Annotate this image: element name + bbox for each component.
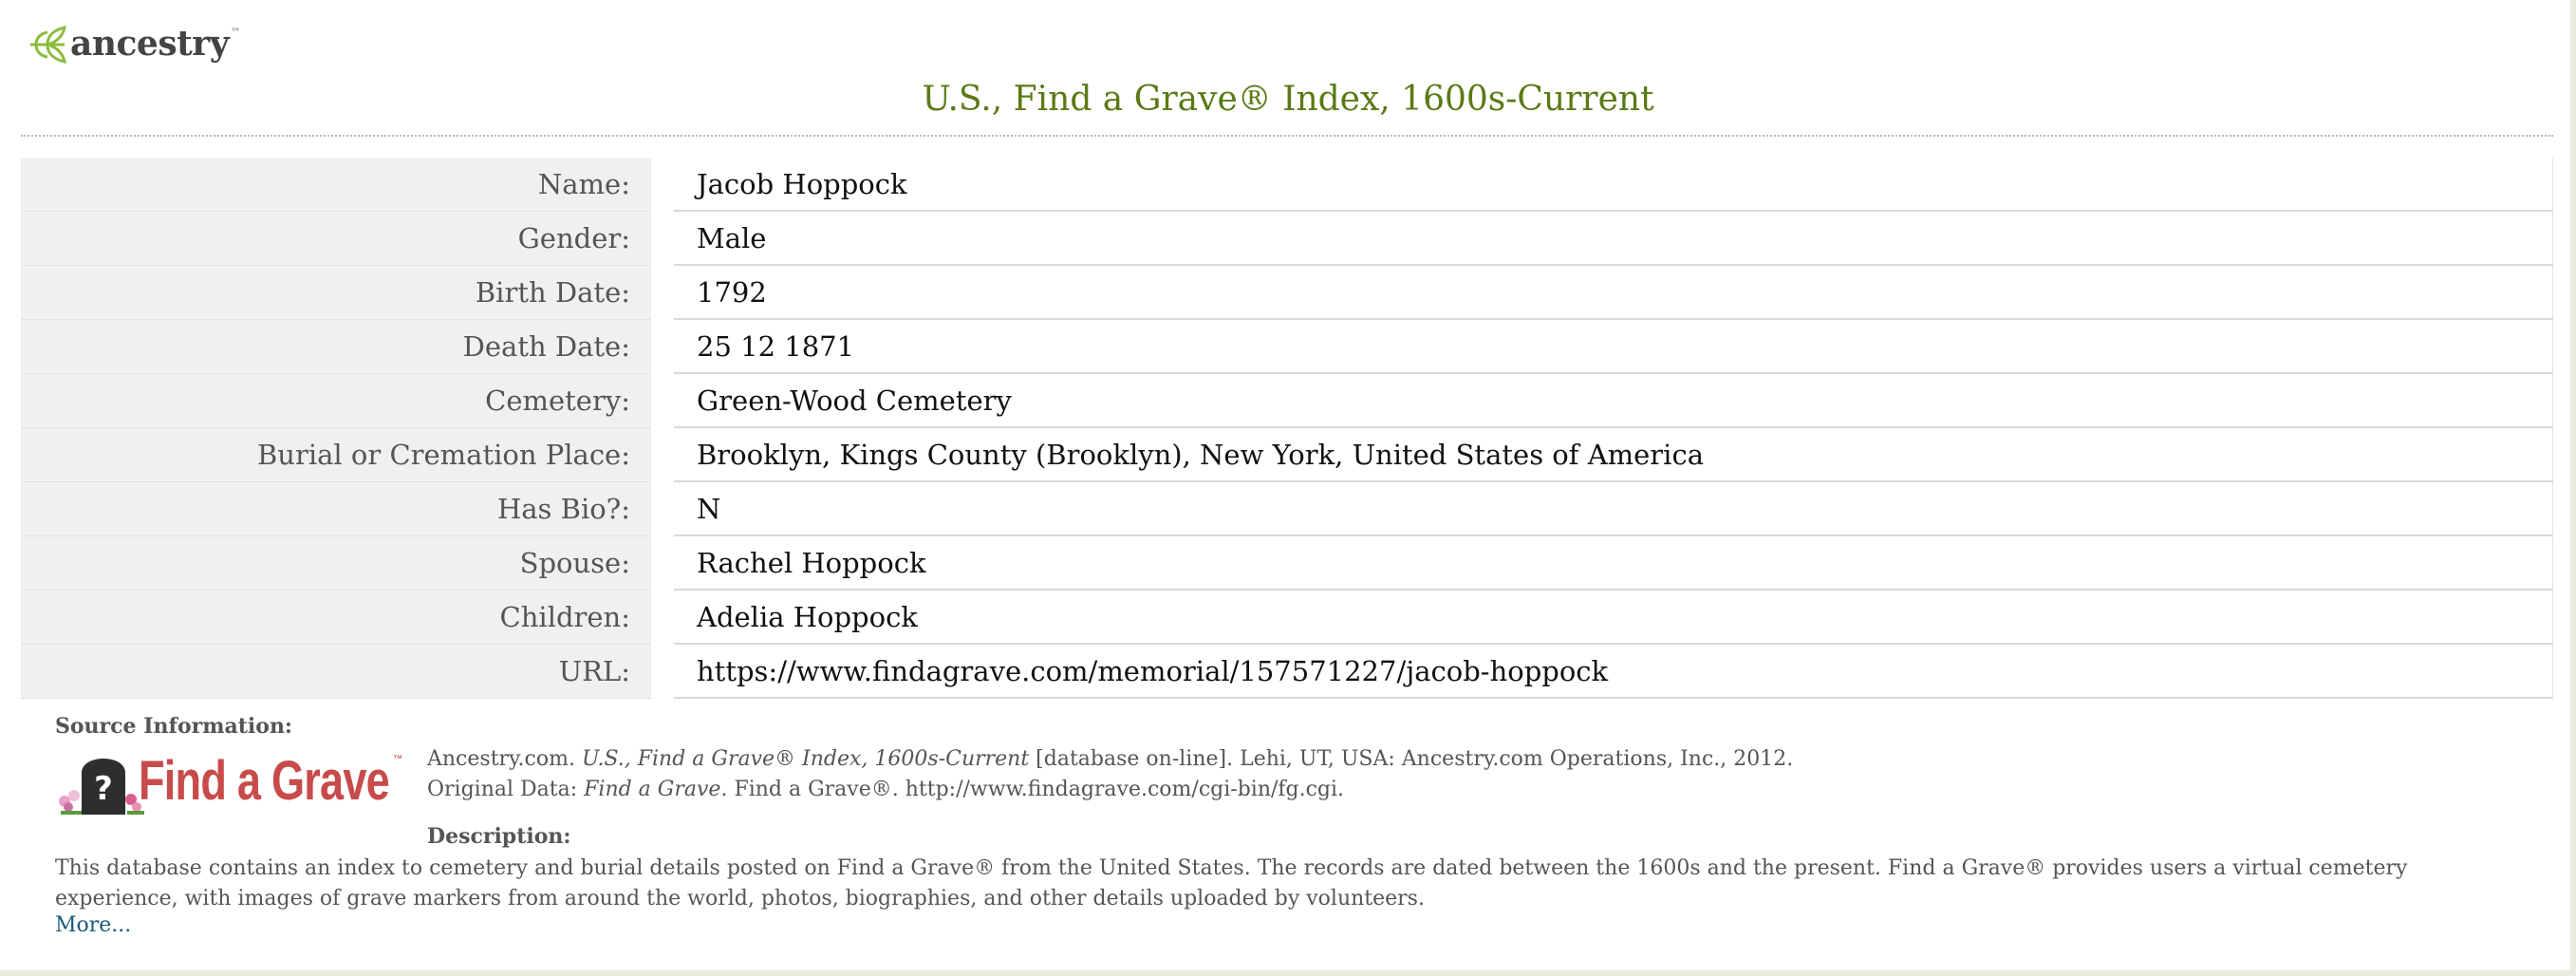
record-table: Name: Jacob Hoppock Gender: Male Birth Date:…: [21, 158, 2553, 699]
record-row: Has Bio?: N: [21, 481, 2553, 536]
original-suffix: . Find a Grave®. http://www.findagrave.c…: [720, 778, 1345, 801]
record-row: Birth Date: 1792: [21, 265, 2553, 320]
flowers-icon: [59, 790, 144, 815]
svg-text:?: ?: [94, 770, 113, 808]
record-row: Burial or Cremation Place: Brooklyn, King…: [21, 427, 2553, 482]
brand-name: ancestry: [70, 24, 230, 64]
record-label: Has Bio?:: [21, 481, 651, 536]
source-heading: Source Information:: [55, 714, 293, 739]
record-row: URL: https://www.findagrave.com/memorial/…: [21, 644, 2553, 699]
record-gap: [651, 319, 674, 373]
record-label: Children:: [21, 590, 651, 645]
page-title: U.S., Find a Grave® Index, 1600s-Current: [922, 80, 1654, 119]
record-value: https://www.findagrave.com/memorial/1575…: [674, 644, 2553, 699]
source-citation: Ancestry.com. U.S., Find a Grave® Index,…: [427, 744, 2496, 805]
record-value: 25 12 1871: [674, 319, 2553, 374]
record-gap: [651, 481, 674, 535]
record-label: Spouse:: [21, 535, 651, 591]
record-gap: [651, 265, 674, 319]
record-gap: [651, 427, 674, 481]
record-value: Male: [674, 211, 2553, 266]
record-value: Brooklyn, Kings County (Brooklyn), New Y…: [674, 427, 2553, 482]
record-value: Adelia Hoppock: [674, 590, 2553, 645]
record-value: 1792: [674, 265, 2553, 320]
original-title: Find a Grave: [584, 778, 721, 801]
record-value: Jacob Hoppock: [674, 158, 2553, 212]
find-a-grave-logo: ? Find a Grave ™: [59, 750, 402, 815]
citation-line: Ancestry.com. U.S., Find a Grave® Index,…: [427, 744, 2496, 775]
tombstone-icon: ?: [82, 759, 125, 815]
record-row: Children: Adelia Hoppock: [21, 590, 2553, 645]
description-text: This database contains an index to cemet…: [55, 856, 2408, 910]
record-gap: [651, 535, 674, 590]
citation-prefix: Ancestry.com.: [427, 747, 582, 771]
record-label: Birth Date:: [21, 265, 651, 320]
record-label: Death Date:: [21, 319, 651, 374]
description-heading: Description:: [427, 824, 571, 849]
record-value: N: [674, 481, 2553, 536]
leaf-icon: [30, 25, 66, 64]
page-bottom-border: [0, 970, 2576, 976]
more-link[interactable]: More...: [55, 913, 132, 937]
record-label: Name:: [21, 158, 651, 212]
record-row: Name: Jacob Hoppock: [21, 158, 2553, 212]
original-prefix: Original Data:: [427, 778, 585, 801]
record-gap: [651, 373, 674, 427]
record-gap: [651, 158, 674, 211]
record-label: Cemetery:: [21, 373, 651, 428]
record-label: Burial or Cremation Place:: [21, 427, 651, 482]
record-value: Rachel Hoppock: [674, 535, 2553, 591]
brand-trademark: ™: [231, 27, 241, 38]
record-row: Cemetery: Green-Wood Cemetery: [21, 373, 2553, 428]
ancestry-logo[interactable]: ancestry ™: [27, 23, 240, 65]
title-divider: [21, 135, 2553, 137]
record-gap: [651, 644, 674, 698]
citation-title: U.S., Find a Grave® Index, 1600s-Current: [581, 747, 1030, 771]
record-row: Gender: Male: [21, 211, 2553, 266]
record-value: Green-Wood Cemetery: [674, 373, 2553, 428]
record-label: URL:: [21, 644, 651, 699]
page-right-border: [2570, 0, 2576, 976]
record-gap: [651, 211, 674, 265]
record-label: Gender:: [21, 211, 651, 266]
record-row: Death Date: 25 12 1871: [21, 319, 2553, 374]
record-gap: [651, 590, 674, 644]
find-a-grave-trademark: ™: [393, 754, 402, 764]
record-row: Spouse: Rachel Hoppock: [21, 535, 2553, 591]
original-data-line: Original Data: Find a Grave. Find a Grav…: [427, 775, 2496, 805]
find-a-grave-wordmark: Find a Grave: [139, 750, 389, 812]
citation-suffix: [database on-line]. Lehi, UT, USA: Ances…: [1029, 747, 1794, 771]
